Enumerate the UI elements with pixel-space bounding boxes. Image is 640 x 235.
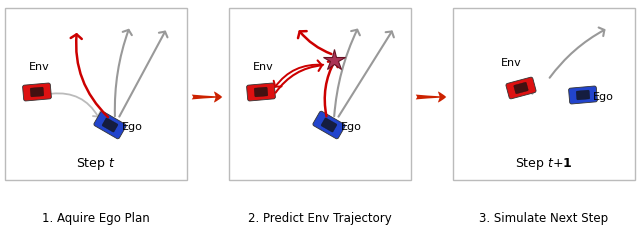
- FancyBboxPatch shape: [22, 83, 51, 101]
- FancyBboxPatch shape: [568, 86, 597, 104]
- Text: Ego: Ego: [341, 122, 362, 132]
- FancyBboxPatch shape: [576, 90, 590, 100]
- Text: Env: Env: [501, 58, 522, 68]
- FancyBboxPatch shape: [102, 118, 118, 132]
- Bar: [5, 8, 187, 180]
- Text: Step $t$+$\mathbf{1}$: Step $t$+$\mathbf{1}$: [515, 156, 573, 172]
- Text: 3. Simulate Next Step: 3. Simulate Next Step: [479, 212, 609, 225]
- Text: 2. Predict Env Trajectory: 2. Predict Env Trajectory: [248, 212, 392, 225]
- FancyBboxPatch shape: [246, 83, 275, 101]
- Text: Ego: Ego: [122, 122, 143, 132]
- FancyBboxPatch shape: [321, 118, 337, 132]
- FancyBboxPatch shape: [506, 77, 536, 99]
- Text: Env: Env: [29, 62, 50, 72]
- Bar: [453, 8, 635, 180]
- Text: Ego: Ego: [593, 92, 614, 102]
- Text: Step $t$: Step $t$: [76, 156, 116, 172]
- Text: 1. Aquire Ego Plan: 1. Aquire Ego Plan: [42, 212, 150, 225]
- FancyBboxPatch shape: [514, 82, 528, 94]
- Text: Env: Env: [253, 62, 274, 72]
- Bar: [229, 8, 411, 180]
- FancyBboxPatch shape: [94, 111, 126, 139]
- FancyBboxPatch shape: [254, 87, 268, 97]
- FancyBboxPatch shape: [30, 87, 44, 97]
- FancyBboxPatch shape: [313, 111, 345, 139]
